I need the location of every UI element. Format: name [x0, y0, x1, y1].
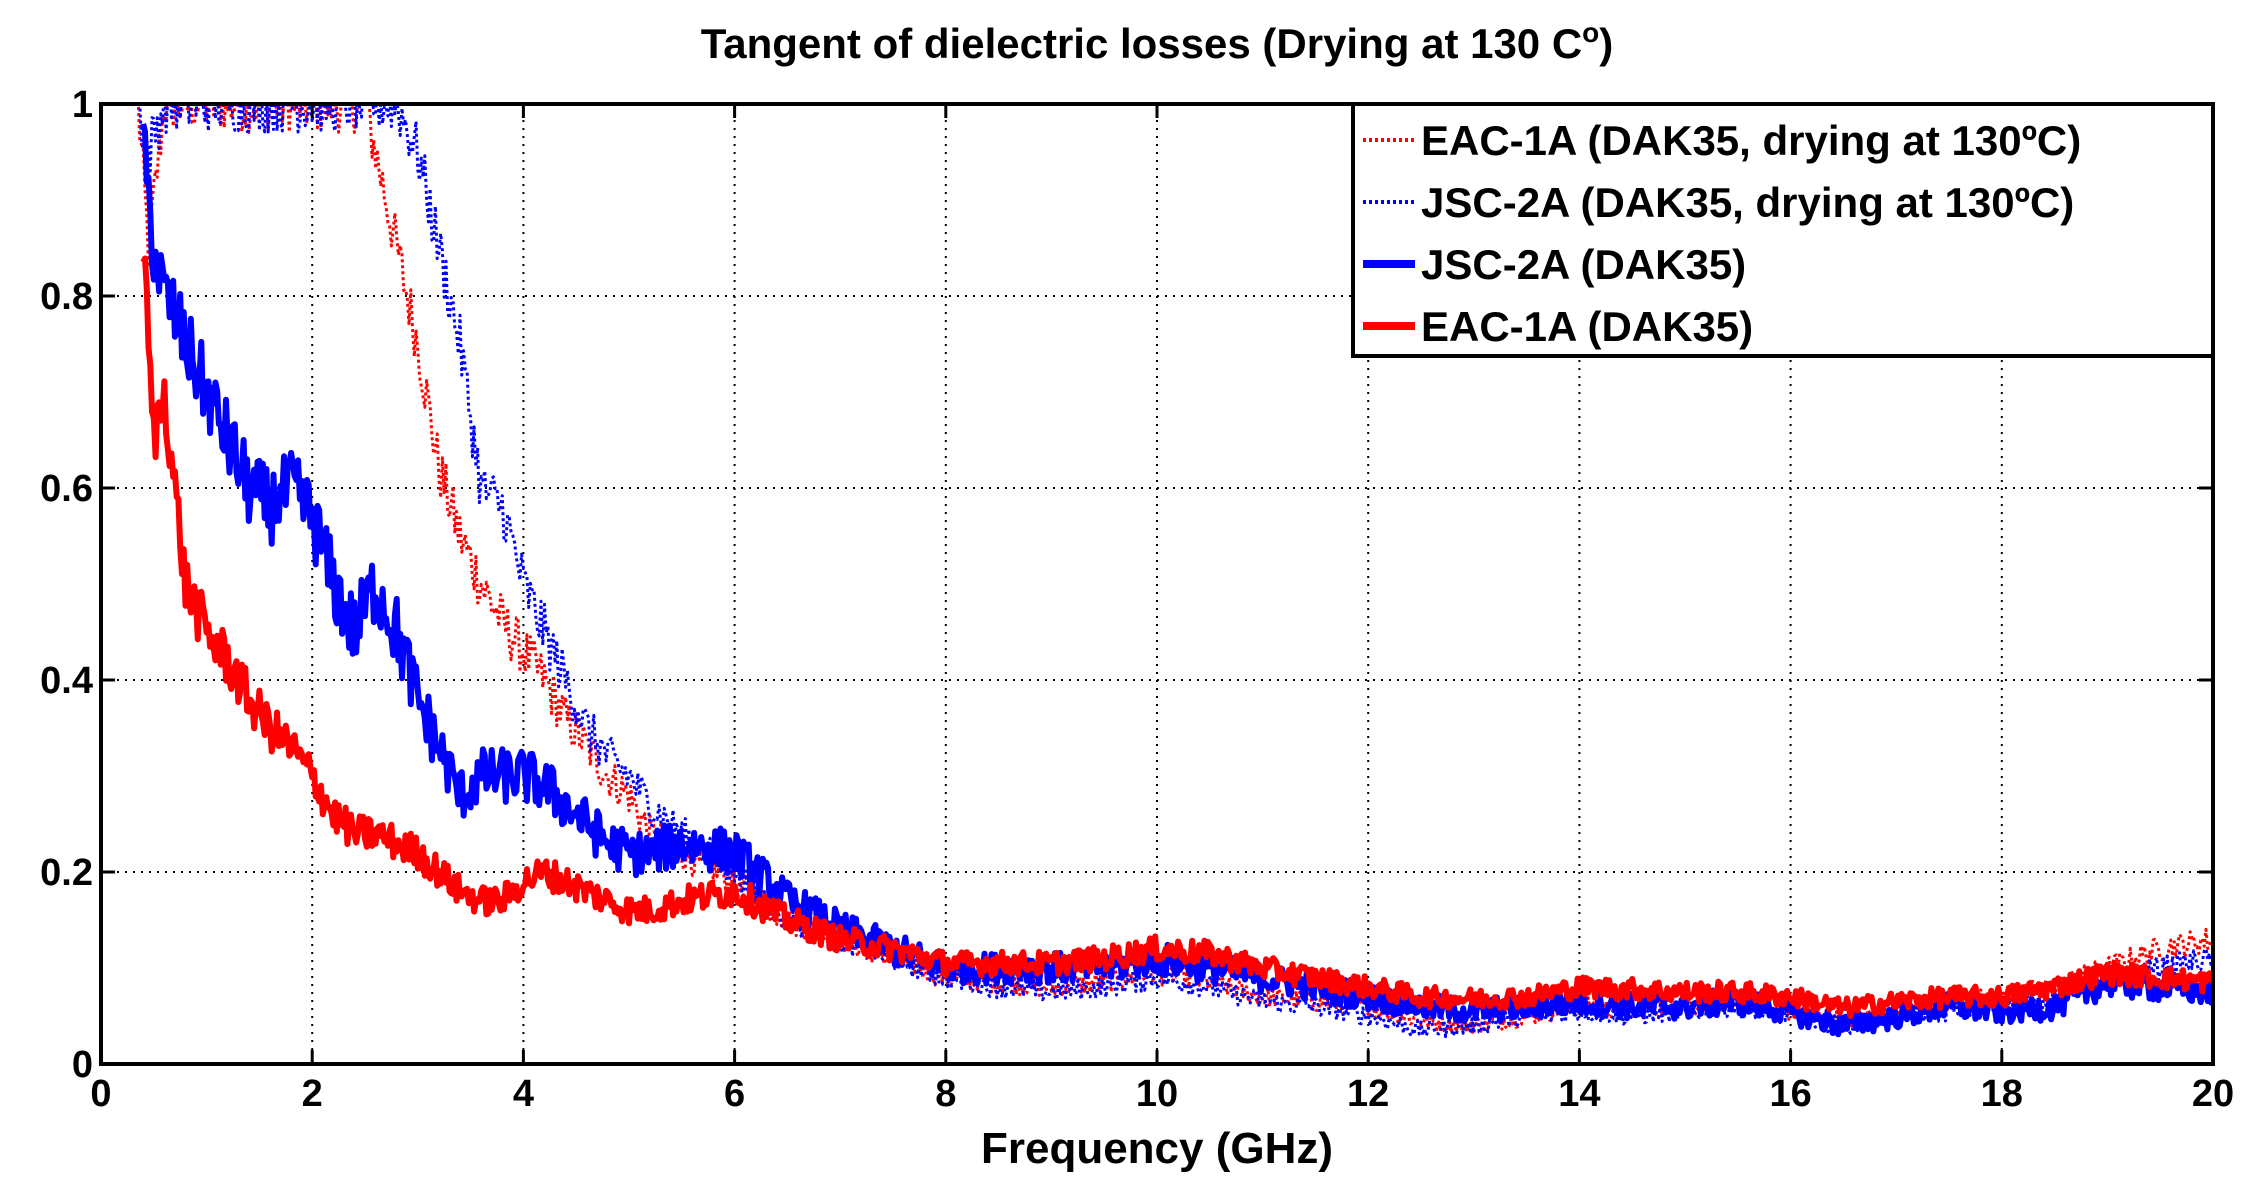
- y-axis-tick-labels: 0 0.2 0.4 0.6 0.8 1: [40, 84, 93, 1086]
- y-tick-label: 0.8: [40, 276, 93, 318]
- y-tick-label: 0.4: [40, 660, 93, 702]
- y-tick-label: 0.6: [40, 468, 93, 510]
- x-tick-label: 14: [1558, 1073, 1600, 1115]
- x-tick-label: 16: [1769, 1073, 1811, 1115]
- x-tick-label: 12: [1347, 1073, 1389, 1115]
- x-tick-label: 10: [1136, 1073, 1178, 1115]
- x-tick-label: 20: [2192, 1073, 2234, 1115]
- legend-label-4: EAC-1A (DAK35): [1421, 303, 1753, 350]
- series-line-4: [140, 255, 2213, 1020]
- x-tick-label: 18: [1981, 1073, 2023, 1115]
- x-axis-label: Frequency (GHz): [981, 1124, 1333, 1173]
- legend-entries: EAC-1A (DAK35, drying at 130ºC) JSC-2A (D…: [1363, 117, 2081, 350]
- series-layer: [136, 104, 2213, 1039]
- chart-title: Tangent of dielectric losses (Drying at …: [701, 17, 1614, 67]
- x-tick-label: 2: [302, 1073, 323, 1115]
- legend-label-1: EAC-1A (DAK35, drying at 130ºC): [1421, 117, 2081, 164]
- legend: EAC-1A (DAK35, drying at 130ºC) JSC-2A (D…: [1351, 102, 2215, 358]
- legend-box: [1351, 102, 2215, 358]
- x-axis-tick-labels: 0 2 4 6 8 10 12 14 16 18 20: [90, 1073, 2234, 1115]
- legend-label-3: JSC-2A (DAK35): [1421, 241, 1746, 288]
- y-tick-label: 1: [72, 84, 93, 126]
- legend-label-2: JSC-2A (DAK35, drying at 130ºC): [1421, 179, 2074, 226]
- series-line-3: [140, 123, 2213, 1038]
- x-tick-label: 0: [90, 1073, 111, 1115]
- x-tick-label: 6: [724, 1073, 745, 1115]
- y-tick-label: 0.2: [40, 852, 93, 894]
- y-tick-label: 0: [72, 1044, 93, 1086]
- x-tick-label: 8: [935, 1073, 956, 1115]
- x-tick-label: 4: [513, 1073, 534, 1115]
